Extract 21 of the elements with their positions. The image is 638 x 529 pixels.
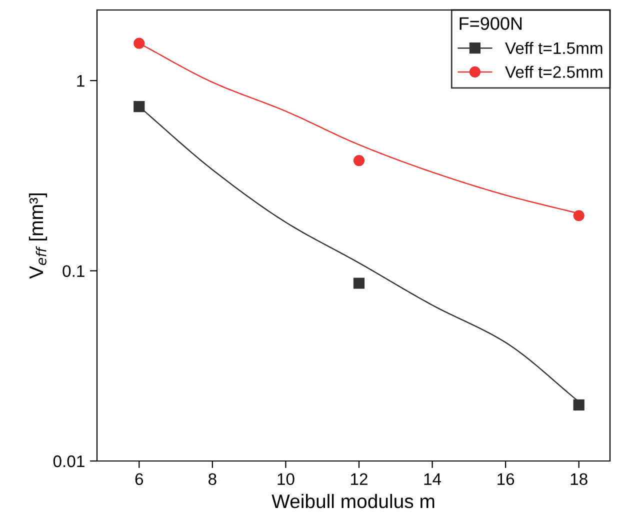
point	[573, 399, 584, 411]
point	[573, 210, 584, 222]
point	[134, 38, 145, 49]
x-tick-label: 16	[498, 473, 514, 486]
legend-label: Veff t=2.5mm	[505, 66, 602, 78]
x-tick-label: 12	[351, 473, 368, 485]
point	[353, 154, 365, 166]
y-tick-label: 0.01	[53, 455, 84, 468]
legend-title: F=900N	[460, 17, 522, 30]
x-axis-title: Weibull modulus m	[272, 494, 434, 508]
point	[134, 101, 145, 112]
legend-label: Veff t=1.5mm	[505, 42, 602, 54]
x-tick-label: 8	[208, 473, 216, 486]
x-tick-label: 10	[278, 473, 294, 486]
y-axis-title: V$_{eff}$ [mm³]	[28, 194, 48, 279]
point	[353, 278, 365, 289]
y-tick-label: 1	[77, 75, 84, 87]
x-tick-label: 18	[570, 473, 588, 486]
x-tick-label: 6	[135, 473, 144, 486]
x-tick-label: 14	[424, 473, 442, 485]
y-tick-label: 0.1	[62, 265, 84, 277]
